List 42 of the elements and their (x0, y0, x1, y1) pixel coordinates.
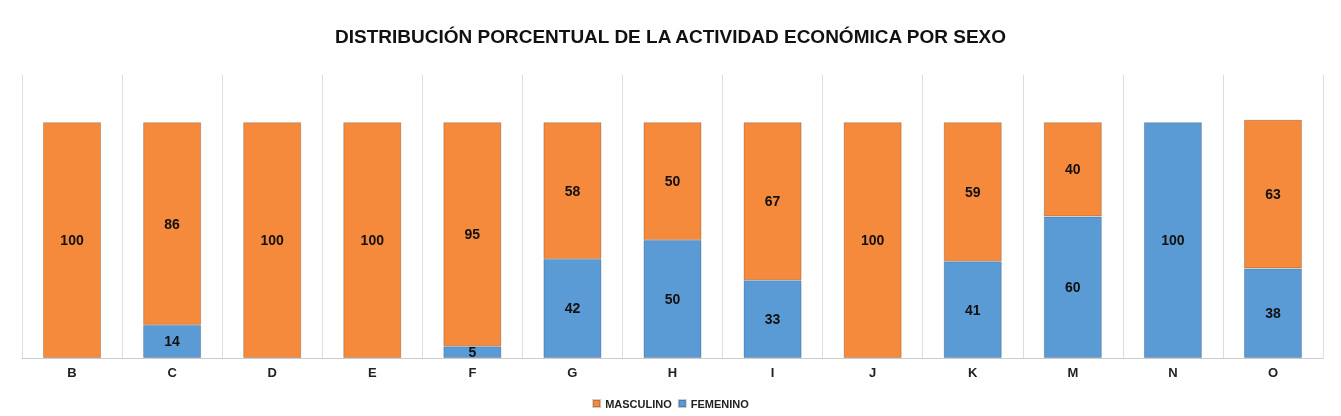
x-tick-label: C (167, 365, 178, 380)
data-label: 42 (564, 300, 581, 317)
data-label: 38 (1265, 305, 1281, 322)
data-label: 95 (464, 226, 481, 243)
legend-label: FEMENINO (690, 397, 750, 410)
bar (243, 122, 302, 358)
data-label: 100 (260, 232, 285, 249)
x-tick-label: M (1067, 365, 1079, 380)
data-label: 100 (60, 232, 84, 249)
data-label: 50 (664, 173, 681, 190)
bar (1143, 122, 1202, 358)
data-label: 63 (1265, 186, 1281, 203)
x-tick-label: N (1168, 365, 1178, 380)
x-tick-label: K (968, 365, 979, 380)
data-label: 5 (468, 344, 477, 361)
data-label: 58 (564, 182, 581, 199)
data-label: 41 (964, 301, 981, 318)
data-label: 59 (964, 183, 981, 200)
chart-title: DISTRIBUCIÓN PORCENTUAL DE LA ACTIVIDAD ECONÓMICA POR SEXO (334, 26, 1007, 47)
data-label: 100 (860, 232, 885, 249)
bar (343, 122, 402, 358)
data-label: 50 (664, 291, 681, 308)
data-label: 14 (164, 333, 181, 350)
data-label: 86 (164, 215, 181, 232)
data-label: 100 (1161, 232, 1185, 249)
x-tick-label: E (367, 365, 377, 380)
x-tick-label: J (869, 365, 877, 380)
x-tick-label: D (267, 365, 277, 380)
x-tick-label: H (667, 365, 678, 380)
data-label: 60 (1065, 279, 1081, 296)
data-label: 33 (764, 311, 781, 328)
bar (843, 122, 902, 358)
x-tick-label: B (67, 365, 77, 380)
data-label: 67 (764, 193, 781, 210)
x-tick-label: F (468, 365, 477, 380)
x-tick-label: O (1267, 365, 1279, 380)
x-tick-label: I (770, 365, 775, 380)
data-label: 100 (360, 232, 385, 249)
legend-label: MASCULINO (605, 397, 673, 410)
data-label: 40 (1065, 161, 1081, 178)
x-tick-label: G (567, 365, 578, 380)
bar (43, 122, 102, 358)
